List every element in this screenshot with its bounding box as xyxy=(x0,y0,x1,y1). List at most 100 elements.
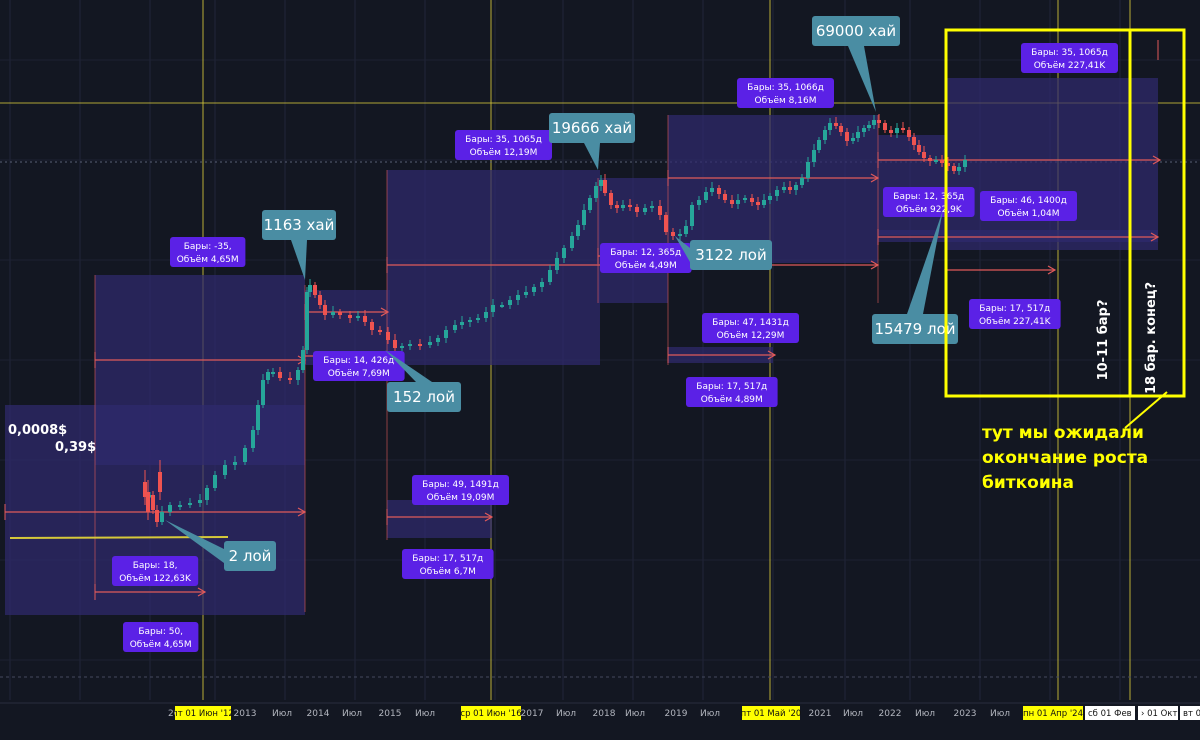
candle-body-92 xyxy=(794,185,798,190)
x-tick-1: Июл xyxy=(272,709,292,719)
candle-body-100 xyxy=(839,126,843,132)
annotation-note-line-2: биткоина xyxy=(982,473,1074,493)
measure-label-bg-9 xyxy=(686,377,778,407)
candle-body-78 xyxy=(704,192,708,200)
callout-box-3 xyxy=(549,113,635,143)
candle-body-102 xyxy=(851,138,855,141)
candle-body-17 xyxy=(271,372,275,374)
candle-body-49 xyxy=(508,300,512,305)
candle-body-70 xyxy=(650,206,654,208)
candle-body-90 xyxy=(782,187,786,190)
candle-body-94 xyxy=(806,162,810,178)
candle-body-23 xyxy=(308,285,312,292)
measure-volume-text-1: Объём 122,63K xyxy=(119,574,192,584)
measure-bars-text-5: Бары: 17, 517д xyxy=(412,554,483,564)
candle-body-36 xyxy=(400,346,404,348)
candle-body-103 xyxy=(856,132,860,138)
candle-body-30 xyxy=(356,316,360,318)
candle-body-8 xyxy=(205,488,209,500)
candle-body-112 xyxy=(907,130,911,137)
callout-box-6 xyxy=(872,314,958,344)
arrow-head-6 xyxy=(484,512,494,522)
candle-body-12 xyxy=(243,448,247,462)
measure-label-bg-4 xyxy=(412,475,509,505)
callout-pointer-1 xyxy=(291,240,307,280)
candle-body-101 xyxy=(845,132,849,141)
candle-body-82 xyxy=(730,200,734,204)
candle-body-120 xyxy=(952,166,956,171)
annotation-note-line-0: тут мы ожидали xyxy=(982,423,1144,443)
measure-bars-text-6: Бары: 35, 1065д xyxy=(465,135,542,145)
x-right-label-1: › 01 Окт xyxy=(1141,709,1177,719)
candle-body-57 xyxy=(570,236,574,248)
range-box-9 xyxy=(946,78,1158,250)
x-tick-13: Июл xyxy=(843,709,863,719)
candle-body-35 xyxy=(393,340,397,348)
candle-body-44 xyxy=(468,320,472,322)
candle-body-50 xyxy=(516,295,520,300)
x-tick-10: 2019 xyxy=(665,709,688,719)
x-tick-3: Июл xyxy=(342,709,362,719)
early-body-2 xyxy=(158,472,162,492)
candle-body-29 xyxy=(348,315,352,318)
candle-body-64 xyxy=(609,193,613,205)
measure-label-bg-5 xyxy=(402,549,494,579)
x-tick-14: 2022 xyxy=(879,709,902,719)
callout-box-1 xyxy=(262,210,336,240)
candle-body-110 xyxy=(895,128,899,133)
range-box-10 xyxy=(878,230,1158,242)
range-box-4 xyxy=(387,500,492,538)
candle-body-43 xyxy=(460,322,464,325)
measure-bars-text-9: Бары: 17, 517д xyxy=(696,382,767,392)
candle-body-63 xyxy=(603,180,607,193)
measure-volume-text-7: Объём 4,49M xyxy=(615,261,677,271)
candle-body-55 xyxy=(555,258,559,270)
x-tick-15: Июл xyxy=(915,709,935,719)
candle-body-118 xyxy=(940,160,944,163)
candle-body-80 xyxy=(717,188,721,194)
measure-label-bg-0 xyxy=(170,237,246,267)
candle-body-77 xyxy=(697,200,701,205)
candle-body-39 xyxy=(428,342,432,345)
measure-volume-text-4: Объём 19,09M xyxy=(427,493,495,503)
measure-bars-text-12: Бары: 46, 1400д xyxy=(990,196,1067,206)
candle-body-104 xyxy=(862,128,866,132)
price-label-0: 0,0008$ xyxy=(8,423,67,438)
measure-label-bg-12 xyxy=(980,191,1077,221)
candle-body-107 xyxy=(877,120,881,123)
candle-body-28 xyxy=(338,312,342,315)
candle-body-114 xyxy=(917,145,921,152)
x-tick-2: 2014 xyxy=(307,709,330,719)
candle-body-7 xyxy=(198,500,202,503)
x-right-bg-0 xyxy=(1085,706,1135,720)
candle-body-98 xyxy=(828,123,832,130)
measure-bars-text-14: Бары: 35, 1065д xyxy=(1031,48,1108,58)
candle-body-15 xyxy=(261,380,265,405)
arrow-head-2 xyxy=(197,587,207,597)
range-box-6 xyxy=(668,115,878,263)
x-highlight-bg-3 xyxy=(1023,706,1083,720)
candle-body-119 xyxy=(946,163,950,166)
x-tick-7: Июл xyxy=(556,709,576,719)
measure-volume-text-6: Объём 12,19M xyxy=(470,148,538,158)
candle-body-67 xyxy=(628,205,632,207)
candle-body-16 xyxy=(266,372,270,380)
callout-box-2 xyxy=(387,382,461,412)
measure-bars-text-7: Бары: 12, 365д xyxy=(610,248,681,258)
candle-body-46 xyxy=(484,312,488,318)
measure-bars-text-8: Бары: 47, 1431д xyxy=(712,318,789,328)
candle-body-105 xyxy=(867,125,871,128)
callout-text-5: 69000 хай xyxy=(816,22,896,40)
x-right-bg-2 xyxy=(1180,706,1200,720)
range-box-5 xyxy=(598,178,668,303)
candle-body-122 xyxy=(963,160,967,167)
candle-body-53 xyxy=(540,282,544,287)
candle-body-45 xyxy=(476,318,480,320)
callout-box-5 xyxy=(812,16,900,46)
measure-volume-text-13: Объём 227,41K xyxy=(979,317,1052,327)
candle-body-26 xyxy=(323,305,327,315)
x-tick-5: Июл xyxy=(415,709,435,719)
candle-body-93 xyxy=(800,178,804,185)
candle-body-109 xyxy=(889,130,893,133)
measure-volume-text-10: Объём 8,16M xyxy=(755,96,817,106)
